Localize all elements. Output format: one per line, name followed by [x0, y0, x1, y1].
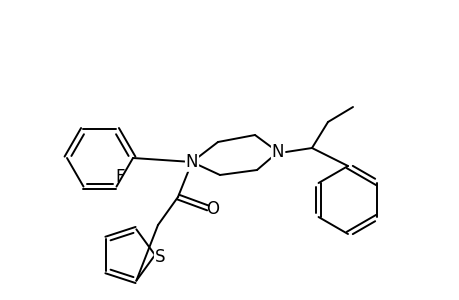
- Text: O: O: [206, 200, 219, 218]
- Text: F: F: [116, 168, 125, 186]
- Text: S: S: [154, 248, 165, 266]
- Text: N: N: [185, 153, 198, 171]
- Text: N: N: [271, 143, 284, 161]
